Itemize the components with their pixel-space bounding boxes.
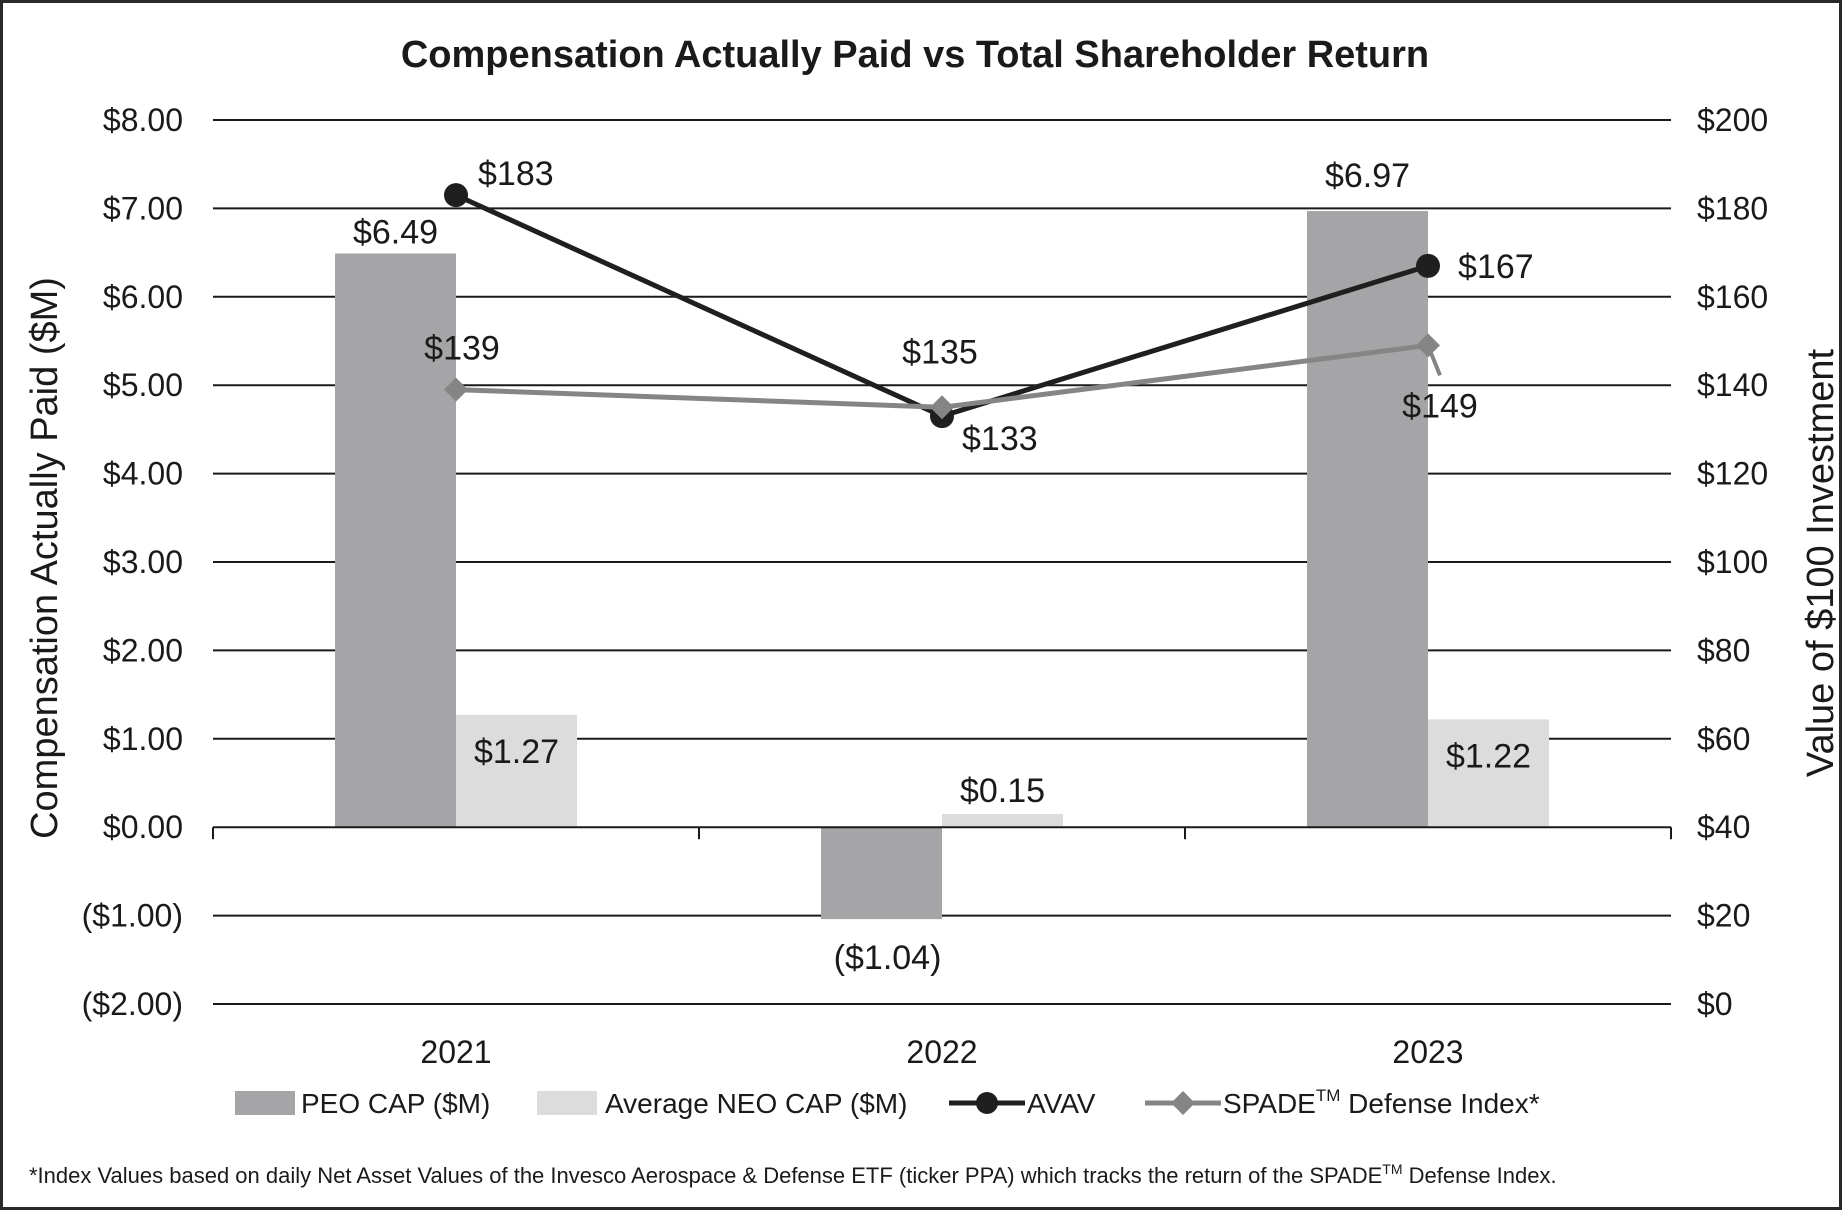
spade-index-point	[930, 395, 954, 420]
neo-cap-data-label: $0.15	[960, 772, 1045, 810]
peo-cap-bar	[821, 827, 942, 920]
x-category-label: 2021	[420, 1034, 491, 1070]
y-left-tick-label: $5.00	[103, 367, 183, 403]
legend-peo-cap-swatch	[235, 1091, 295, 1115]
y-left-tick-label: $2.00	[103, 632, 183, 668]
legend-avav-marker	[976, 1092, 998, 1114]
x-category-label: 2023	[1392, 1034, 1463, 1070]
y-left-tick-label: $0.00	[103, 809, 183, 845]
y-right-tick-label: $20	[1697, 898, 1750, 934]
neo-cap-bar	[456, 714, 577, 828]
y-right-tick-label: $100	[1697, 544, 1768, 580]
y-left-tick-label: $6.00	[103, 279, 183, 315]
y-left-tick-label: $4.00	[103, 456, 183, 492]
y-right-tick-label: $80	[1697, 632, 1750, 668]
y-right-tick-label: $180	[1697, 190, 1768, 226]
legend-label: SPADETM Defense Index*	[1223, 1086, 1540, 1119]
y-right-tick-label: $200	[1697, 102, 1768, 138]
neo-cap-bar	[1428, 719, 1549, 828]
legend-label: Average NEO CAP ($M)	[605, 1088, 907, 1119]
neo-cap-data-label: $1.22	[1446, 737, 1531, 775]
y-left-tick-label: $1.00	[103, 721, 183, 757]
neo-cap-data-label: $1.27	[474, 733, 559, 771]
avav-point	[1416, 253, 1440, 278]
y-left-tick-label: $3.00	[103, 544, 183, 580]
y-axis-right-title: Value of $100 Investment	[1800, 348, 1839, 777]
peo-cap-data-label: $6.97	[1325, 157, 1410, 195]
lines	[444, 183, 1442, 429]
peo-cap-bar	[1307, 211, 1428, 828]
spade-index-data-label: $149	[1402, 387, 1478, 425]
y-right-tick-label: $140	[1697, 367, 1768, 403]
avav-point	[444, 183, 468, 208]
y-right-tick-label: $0	[1697, 986, 1733, 1022]
y-right-tick-label: $120	[1697, 456, 1768, 492]
neo-cap-bar	[942, 813, 1063, 828]
axes: $8.00 $7.00 $6.00 $5.00 $4.00 $3.00 $2.00 $1.00…	[82, 102, 1769, 1070]
spade-index-data-label: $139	[424, 330, 500, 368]
avav-data-label: $133	[962, 420, 1038, 458]
avav-data-label: $167	[1458, 248, 1534, 286]
legend-label: AVAV	[1027, 1088, 1096, 1119]
y-right-tick-label: $60	[1697, 721, 1750, 757]
spade-label-leader	[1426, 344, 1442, 377]
y-axis-left-title: Compensation Actually Paid ($M)	[24, 277, 66, 839]
footnote-text: *Index Values based on daily Net Asset V…	[29, 1163, 1382, 1188]
legend-neo-cap-swatch	[537, 1091, 597, 1115]
legend-label: PEO CAP ($M)	[301, 1088, 490, 1119]
spade-index-data-label: $135	[902, 333, 978, 371]
y-right-tick-label: $160	[1697, 279, 1768, 315]
x-category-label: 2022	[906, 1034, 977, 1070]
avav-line	[454, 192, 1429, 419]
peo-cap-data-label: $6.49	[353, 213, 438, 251]
footnote: *Index Values based on daily Net Asset V…	[29, 1161, 1557, 1188]
spade-index-point	[444, 377, 468, 402]
chart-title: Compensation Actually Paid vs Total Shar…	[401, 34, 1429, 76]
y-left-tick-label: $7.00	[103, 190, 183, 226]
y-right-tick-label: $40	[1697, 809, 1750, 845]
footnote-trademark-sup: TM	[1382, 1161, 1402, 1177]
y-left-tick-label: $8.00	[103, 102, 183, 138]
legend-trademark-sup: TM	[1316, 1086, 1341, 1105]
data-labels: $6.49 ($1.04) $6.97 $1.27 $0.15 $1.22 $183 $133…	[353, 155, 1534, 977]
legend-spade-label: SPADE	[1223, 1088, 1316, 1119]
legend-spade-marker	[1171, 1091, 1195, 1115]
bars	[335, 211, 1549, 920]
legend: PEO CAP ($M) Average NEO CAP ($M) AVAV SPAD…	[235, 1086, 1540, 1119]
footnote-text-suffix: Defense Index.	[1403, 1163, 1557, 1188]
avav-data-label: $183	[478, 155, 554, 193]
legend-spade-label-suffix: Defense Index*	[1340, 1088, 1539, 1119]
y-left-tick-label: ($2.00)	[82, 986, 183, 1022]
peo-cap-bar	[335, 253, 456, 828]
chart-svg: $8.00 $7.00 $6.00 $5.00 $4.00 $3.00 $2.00 $1.00…	[24, 34, 1839, 1188]
y-left-tick-label: ($1.00)	[82, 898, 183, 934]
peo-cap-data-label: ($1.04)	[834, 939, 942, 977]
